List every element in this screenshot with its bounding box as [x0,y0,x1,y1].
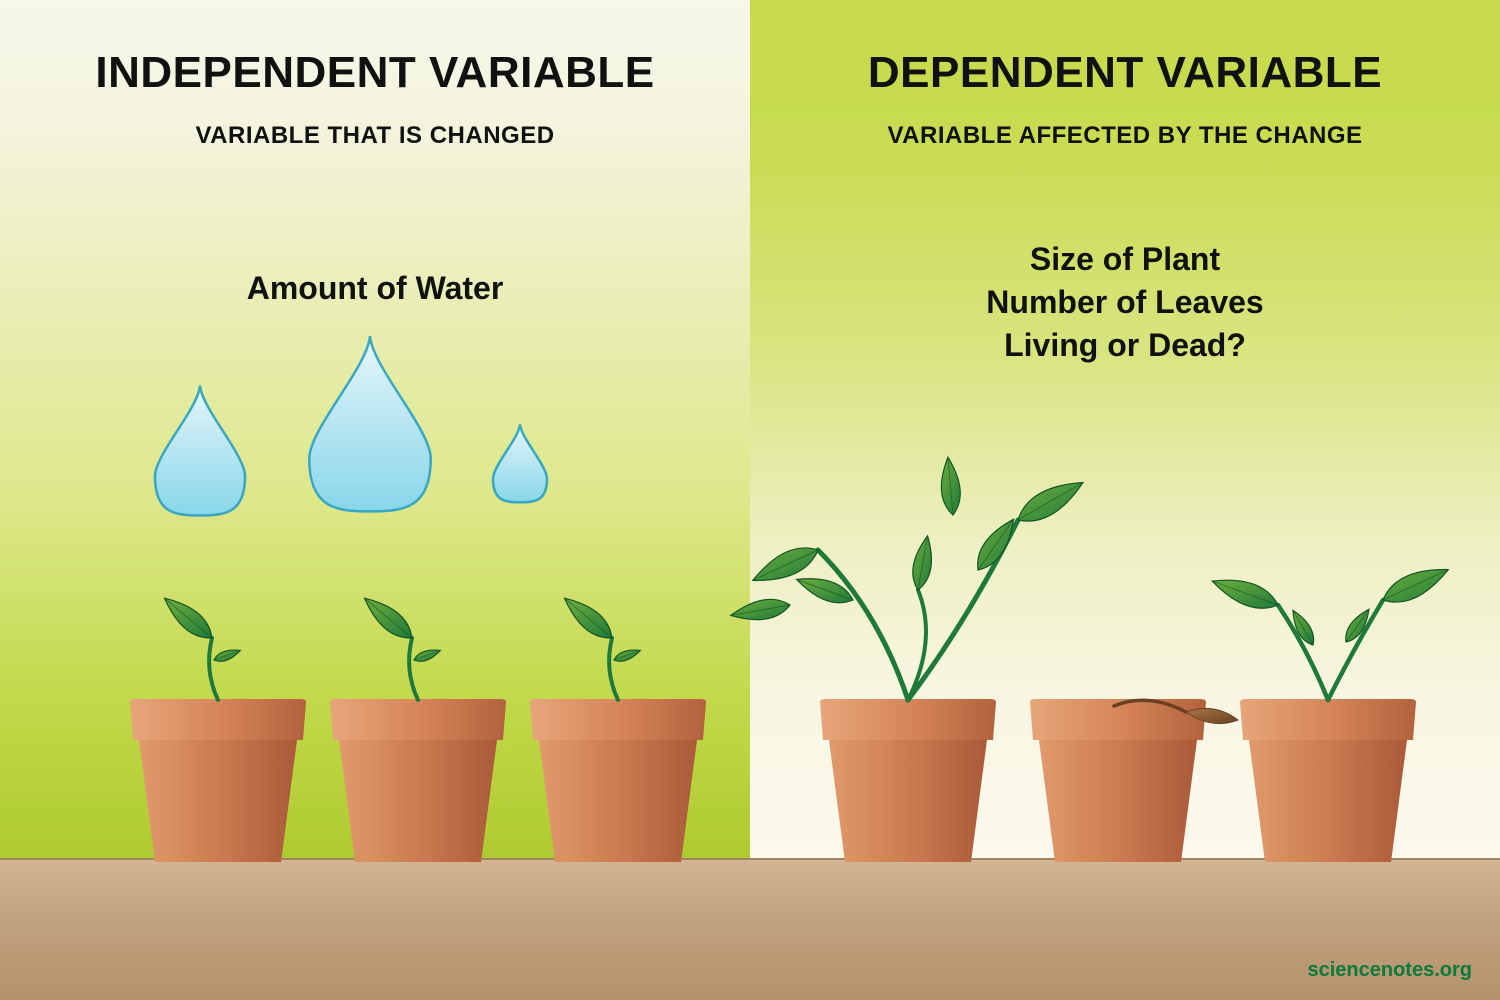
example-independent: Amount of Water [0,270,750,307]
attribution: sciencenotes.org [1307,959,1472,982]
ground [0,860,1500,1000]
subtitle-dependent: VARIABLE AFFECTED BY THE CHANGE [750,122,1500,150]
panel-dependent: DEPENDENT VARIABLE VARIABLE AFFECTED BY … [750,0,1500,1000]
infographic-container: INDEPENDENT VARIABLE VARIABLE THAT IS CH… [0,0,1500,1000]
subtitle-independent: VARIABLE THAT IS CHANGED [0,122,750,150]
title-dependent: DEPENDENT VARIABLE [750,48,1500,98]
title-independent: INDEPENDENT VARIABLE [0,48,750,98]
examples-dependent: Size of PlantNumber of LeavesLiving or D… [750,238,1500,368]
panel-independent: INDEPENDENT VARIABLE VARIABLE THAT IS CH… [0,0,750,1000]
